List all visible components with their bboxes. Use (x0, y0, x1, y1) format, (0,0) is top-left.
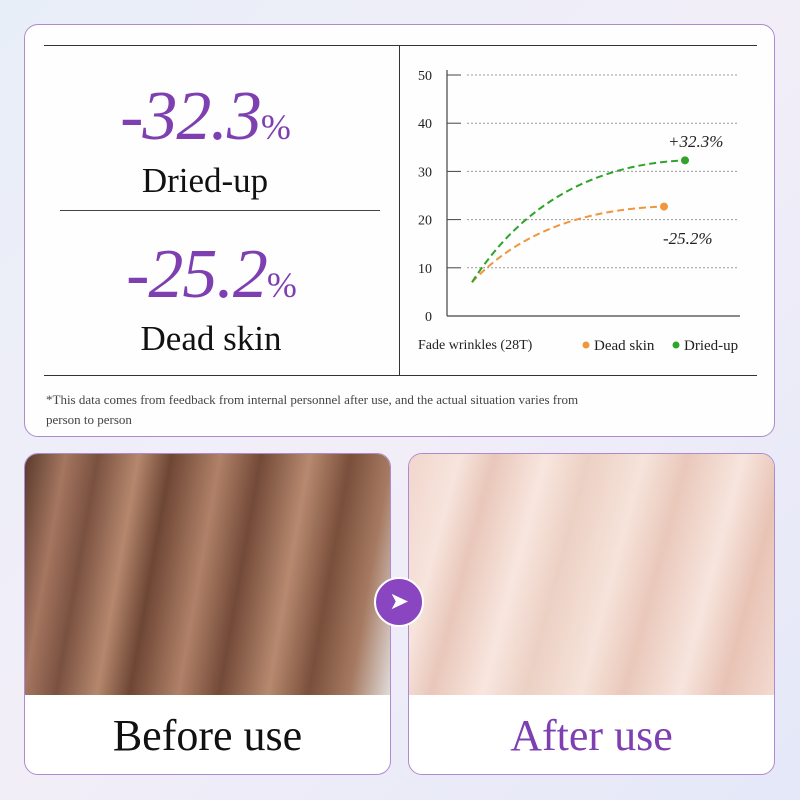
stat-dead-skin: -25.2% Dead skin (46, 240, 376, 358)
legend-label: Dried-up (684, 338, 738, 354)
y-tick-label: 40 (418, 117, 432, 132)
data-label: -25.2% (663, 229, 713, 248)
disclaimer-note: *This data comes from feedback from inte… (46, 392, 579, 427)
stat-unit: % (260, 107, 291, 147)
data-point (660, 202, 668, 211)
divider (60, 210, 380, 211)
series-line-dead-skin (471, 205, 665, 283)
divider (44, 375, 757, 376)
divider (399, 45, 400, 375)
x-axis-label: Fade wrinkles (28T) (418, 338, 533, 353)
legend-label: Dead skin (594, 338, 655, 354)
y-tick-label: 50 (418, 69, 432, 84)
line-chart: 0 10 20 30 40 50 -25.2% +32.3% Fade wrinkles (28… (418, 69, 740, 354)
series-line-dried-up (471, 159, 686, 283)
stat-unit: % (266, 265, 297, 305)
legend-marker (672, 341, 680, 349)
after-photo (409, 454, 774, 695)
after-caption: After use (510, 711, 673, 760)
divider (44, 45, 757, 46)
data-label: +32.3% (668, 132, 723, 151)
stat-label: Dried-up (141, 161, 269, 200)
arrow-right-icon: ➤ (374, 577, 424, 627)
after-panel: After use (408, 453, 775, 775)
data-point (681, 156, 689, 165)
y-tick-label: 0 (425, 310, 432, 325)
stat-value: -32.3 (120, 78, 262, 155)
legend-marker (582, 341, 590, 349)
before-photo (25, 454, 390, 695)
y-tick-label: 20 (418, 214, 432, 229)
before-panel: Before use (24, 453, 391, 775)
y-tick-label: 10 (418, 262, 432, 277)
stat-dried-up: -32.3% Dried-up (40, 82, 370, 200)
y-tick-label: 30 (418, 165, 432, 180)
stat-value: -25.2 (126, 236, 268, 313)
before-caption: Before use (112, 711, 303, 760)
stat-label: Dead skin (140, 319, 282, 358)
